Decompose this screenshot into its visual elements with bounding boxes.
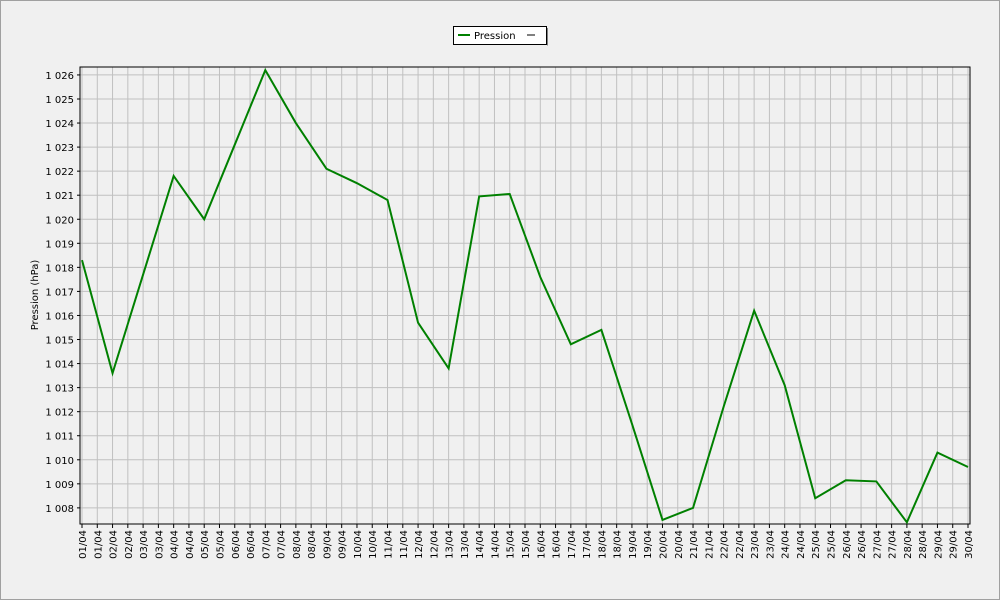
y-tick-label: 1 018 — [45, 263, 74, 274]
x-tick-label: 04/04 — [170, 530, 181, 559]
x-tick-label: 22/04 — [735, 530, 746, 559]
y-tick-label: 1 017 — [45, 287, 74, 298]
x-tick-label: 17/04 — [582, 530, 593, 559]
x-tick-label: 14/04 — [490, 530, 501, 559]
x-tick-label: 09/04 — [322, 530, 333, 559]
y-tick-label: 1 010 — [45, 456, 74, 467]
x-tick-label: 21/04 — [689, 530, 700, 559]
x-tick-label: 25/04 — [827, 530, 838, 559]
legend-box — [453, 26, 547, 45]
x-tick-label: 05/04 — [200, 530, 211, 559]
x-tick-label: 29/04 — [933, 530, 944, 559]
x-tick-label: 23/04 — [765, 530, 776, 559]
x-tick-label: 07/04 — [261, 530, 272, 559]
x-tick-label: 17/04 — [567, 530, 578, 559]
legend-label: Pression — [474, 31, 516, 42]
x-tick-label: 01/04 — [78, 530, 89, 559]
x-tick-label: 14/04 — [475, 530, 486, 559]
x-tick-label: 05/04 — [215, 530, 226, 559]
x-tick-label: 03/04 — [154, 530, 165, 559]
y-tick-label: 1 020 — [45, 215, 74, 226]
x-tick-label: 15/04 — [521, 530, 532, 559]
y-tick-label: 1 012 — [45, 408, 74, 419]
y-axis-title: Pression (hPa) — [30, 260, 41, 331]
x-tick-label: 21/04 — [704, 530, 715, 559]
x-tick-label: 11/04 — [384, 530, 395, 559]
x-tick-label: 06/04 — [246, 530, 257, 559]
x-tick-label: 02/04 — [109, 530, 120, 559]
x-tick-label: 26/04 — [842, 530, 853, 559]
x-tick-label: 25/04 — [811, 530, 822, 559]
x-tick-label: 16/04 — [536, 530, 547, 559]
x-tick-label: 18/04 — [597, 530, 608, 559]
y-tick-label: 1 015 — [45, 336, 74, 347]
x-tick-label: 03/04 — [139, 530, 150, 559]
x-tick-label: 18/04 — [613, 530, 624, 559]
x-tick-label: 11/04 — [399, 530, 410, 559]
x-tick-label: 02/04 — [124, 530, 135, 559]
x-tick-label: 12/04 — [414, 530, 425, 559]
x-tick-label: 19/04 — [628, 530, 639, 559]
y-tick-label: 1 011 — [45, 432, 74, 443]
x-tick-label: 20/04 — [658, 530, 669, 559]
x-tick-label: 28/04 — [903, 530, 914, 559]
y-tick-label: 1 009 — [45, 480, 74, 491]
x-tick-label: 20/04 — [674, 530, 685, 559]
y-tick-label: 1 025 — [45, 95, 74, 106]
x-tick-label: 24/04 — [781, 530, 792, 559]
x-tick-label: 08/04 — [307, 530, 318, 559]
y-tick-label: 1 014 — [45, 360, 74, 371]
x-tick-label: 12/04 — [429, 530, 440, 559]
x-tick-label: 22/04 — [720, 530, 731, 559]
legend: Pression — [453, 26, 548, 46]
y-tick-label: 1 008 — [45, 504, 74, 515]
series-line — [81, 67, 969, 525]
x-tick-label: 13/04 — [460, 530, 471, 559]
x-tick-label: 27/04 — [888, 530, 899, 559]
y-tick-label: 1 021 — [45, 191, 74, 202]
x-tick-label: 23/04 — [750, 530, 761, 559]
plot-border — [79, 66, 971, 525]
y-tick-label: 1 019 — [45, 239, 74, 250]
x-tick-label: 06/04 — [231, 530, 242, 559]
x-tick-label: 10/04 — [353, 530, 364, 559]
x-tick-label: 09/04 — [338, 530, 349, 559]
x-tick-label: 30/04 — [964, 530, 975, 559]
y-tick-label: 1 023 — [45, 143, 74, 154]
x-tick-label: 27/04 — [872, 530, 883, 559]
x-tick-label: 24/04 — [796, 530, 807, 559]
x-tick-label: 10/04 — [368, 530, 379, 559]
x-tick-label: 28/04 — [918, 530, 929, 559]
x-tick-label: 19/04 — [643, 530, 654, 559]
x-tick-label: 15/04 — [506, 530, 517, 559]
x-tick-label: 08/04 — [292, 530, 303, 559]
x-tick-label: 07/04 — [277, 530, 288, 559]
y-tick-label: 1 013 — [45, 384, 74, 395]
x-tick-label: 16/04 — [552, 530, 563, 559]
y-tick-label: 1 016 — [45, 311, 74, 322]
x-tick-label: 13/04 — [445, 530, 456, 559]
y-tick-label: 1 024 — [45, 119, 74, 130]
x-tick-label: 01/04 — [93, 530, 104, 559]
y-tick-label: 1 022 — [45, 167, 74, 178]
x-tick-label: 29/04 — [949, 530, 960, 559]
y-tick-label: 1 026 — [45, 71, 74, 82]
x-tick-label: 26/04 — [857, 530, 868, 559]
x-tick-label: 04/04 — [185, 530, 196, 559]
